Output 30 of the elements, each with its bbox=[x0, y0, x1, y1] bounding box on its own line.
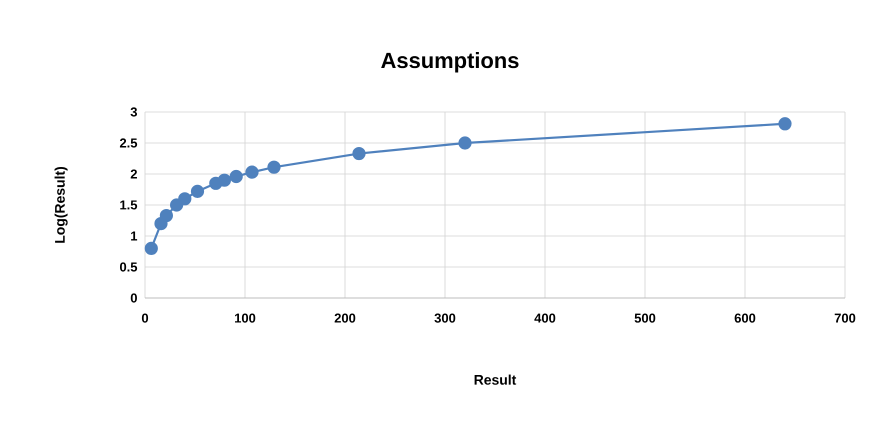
x-tick-label: 200 bbox=[334, 314, 356, 323]
chart-title: Assumptions bbox=[381, 52, 519, 72]
y-tick-label: 2 bbox=[130, 169, 137, 179]
x-tick-label: 100 bbox=[235, 314, 256, 323]
point bbox=[190, 184, 204, 198]
point bbox=[245, 166, 259, 179]
y-tick-label: 0.5 bbox=[120, 262, 138, 272]
point bbox=[352, 146, 366, 160]
x-tick-label: 700 bbox=[834, 314, 856, 323]
x-tick-label: 300 bbox=[434, 314, 456, 323]
point bbox=[218, 174, 231, 187]
y-tick-label: 0 bbox=[130, 293, 137, 303]
point bbox=[778, 117, 792, 130]
x-tick-label: 600 bbox=[734, 314, 756, 323]
point bbox=[267, 160, 281, 174]
x-tick-label: 500 bbox=[634, 314, 656, 323]
point bbox=[170, 198, 184, 212]
point bbox=[458, 136, 472, 150]
x-tick-label: 400 bbox=[534, 314, 556, 323]
x-axis-title: Result bbox=[474, 374, 516, 385]
y-tick-label: 1.5 bbox=[120, 200, 138, 210]
point bbox=[230, 170, 243, 184]
point bbox=[178, 192, 192, 206]
point bbox=[144, 242, 158, 255]
x-tick-label: 0 bbox=[142, 314, 148, 323]
y-axis-title: Log(Result) bbox=[54, 166, 68, 243]
y-tick-label: 3 bbox=[130, 107, 138, 117]
y-tick-label: 2.5 bbox=[120, 138, 138, 148]
y-tick-label: 1 bbox=[131, 232, 138, 240]
point bbox=[160, 208, 173, 222]
